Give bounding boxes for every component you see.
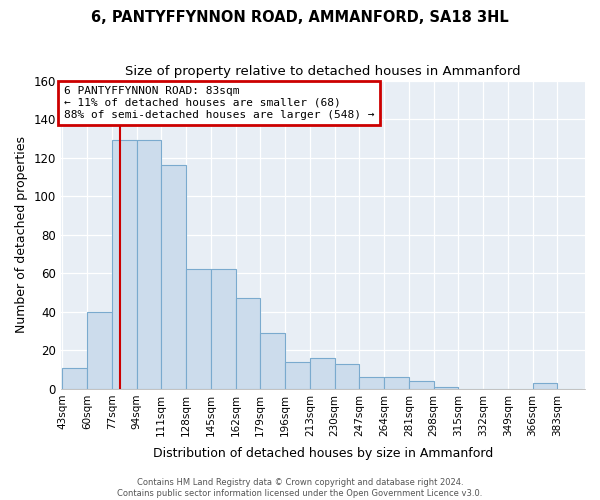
Text: Contains HM Land Registry data © Crown copyright and database right 2024.
Contai: Contains HM Land Registry data © Crown c… [118, 478, 482, 498]
Bar [137, 140, 161, 389]
Bar [186, 270, 211, 389]
X-axis label: Distribution of detached houses by size in Ammanford: Distribution of detached houses by size … [153, 447, 493, 460]
Bar [260, 333, 285, 389]
Bar [310, 358, 335, 389]
Bar [533, 383, 557, 389]
Text: 6, PANTYFFYNNON ROAD, AMMANFORD, SA18 3HL: 6, PANTYFFYNNON ROAD, AMMANFORD, SA18 3H… [91, 10, 509, 25]
Bar [112, 140, 137, 389]
Bar [161, 166, 186, 389]
Bar [87, 312, 112, 389]
Bar [384, 378, 409, 389]
Bar [285, 362, 310, 389]
Bar [335, 364, 359, 389]
Bar [434, 387, 458, 389]
Bar [409, 381, 434, 389]
Text: 6 PANTYFFYNNON ROAD: 83sqm
← 11% of detached houses are smaller (68)
88% of semi: 6 PANTYFFYNNON ROAD: 83sqm ← 11% of deta… [64, 86, 374, 120]
Bar [359, 378, 384, 389]
Title: Size of property relative to detached houses in Ammanford: Size of property relative to detached ho… [125, 65, 521, 78]
Bar [236, 298, 260, 389]
Y-axis label: Number of detached properties: Number of detached properties [15, 136, 28, 333]
Bar [211, 270, 236, 389]
Bar [62, 368, 87, 389]
